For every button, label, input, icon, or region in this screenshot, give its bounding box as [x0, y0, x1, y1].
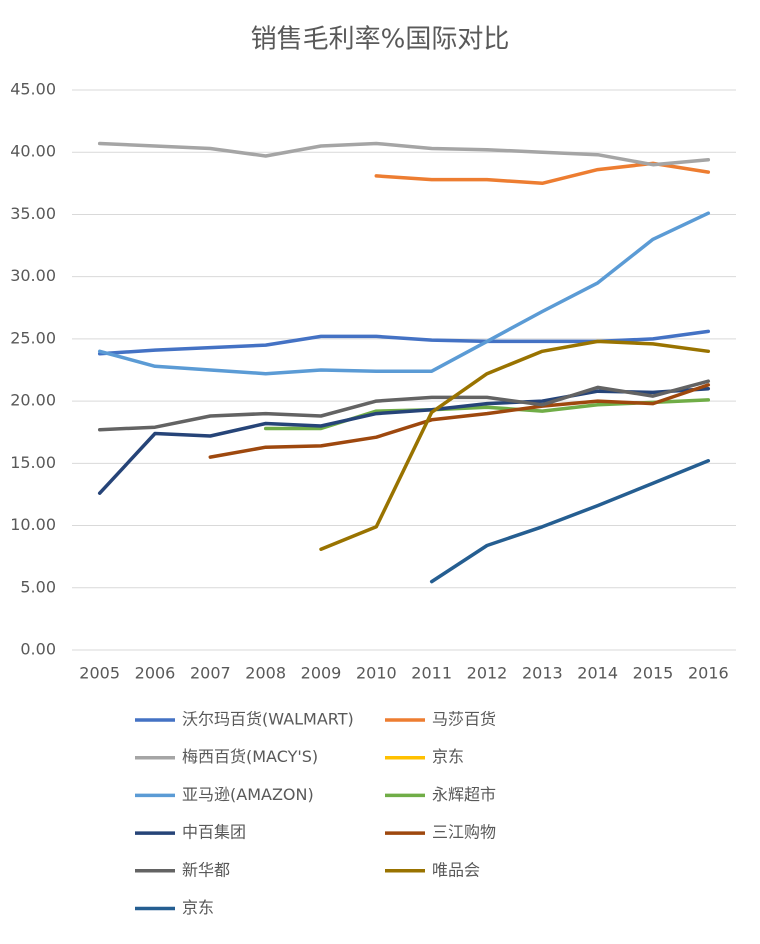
legend-label: 唯品会 [432, 860, 480, 879]
series-line [429, 459, 711, 584]
x-tick-label: 2007 [190, 664, 231, 683]
legend-label: 永辉超市 [432, 785, 496, 804]
legend-label: 马莎百货 [432, 710, 496, 729]
y-tick-label: 25.00 [10, 328, 56, 347]
y-tick-label: 40.00 [10, 142, 56, 161]
legend-label: 新华都 [182, 860, 230, 879]
y-tick-label: 45.00 [10, 80, 56, 99]
series-line [97, 211, 711, 376]
legend-label: 梅西百货(MACY'S) [182, 747, 318, 766]
x-tick-label: 2006 [135, 664, 176, 683]
series-line [97, 141, 711, 167]
x-tick-label: 2012 [467, 664, 508, 683]
y-tick-label: 30.00 [10, 266, 56, 285]
x-tick-label: 2014 [577, 664, 618, 683]
chart-title: 销售毛利率%国际对比 [251, 25, 510, 55]
x-tick-label: 2005 [79, 664, 120, 683]
y-tick-label: 20.00 [10, 391, 56, 410]
y-tick-label: 15.00 [10, 453, 56, 472]
x-tick-label: 2010 [356, 664, 397, 683]
x-tick-label: 2016 [688, 664, 729, 683]
series-line [97, 379, 711, 432]
x-tick-label: 2015 [633, 664, 674, 683]
y-tick-label: 10.00 [10, 515, 56, 534]
legend-label: 京东 [432, 747, 464, 766]
legend-label: 沃尔玛百货(WALMART) [182, 710, 354, 729]
series-line [374, 161, 711, 186]
series-line [208, 383, 711, 459]
series-line [319, 339, 711, 551]
y-tick-label: 35.00 [10, 204, 56, 223]
y-tick-label: 5.00 [20, 577, 56, 596]
x-tick-label: 2008 [245, 664, 286, 683]
legend-label: 京东 [182, 898, 214, 917]
x-tick-label: 2011 [411, 664, 452, 683]
x-tick-label: 2013 [522, 664, 563, 683]
y-tick-label: 0.00 [20, 640, 56, 659]
legend-label: 三江购物 [432, 823, 496, 842]
legend-label: 亚马逊(AMAZON) [182, 785, 314, 804]
series-line [97, 386, 711, 495]
legend-label: 中百集团 [182, 823, 246, 842]
x-tick-label: 2009 [301, 664, 342, 683]
